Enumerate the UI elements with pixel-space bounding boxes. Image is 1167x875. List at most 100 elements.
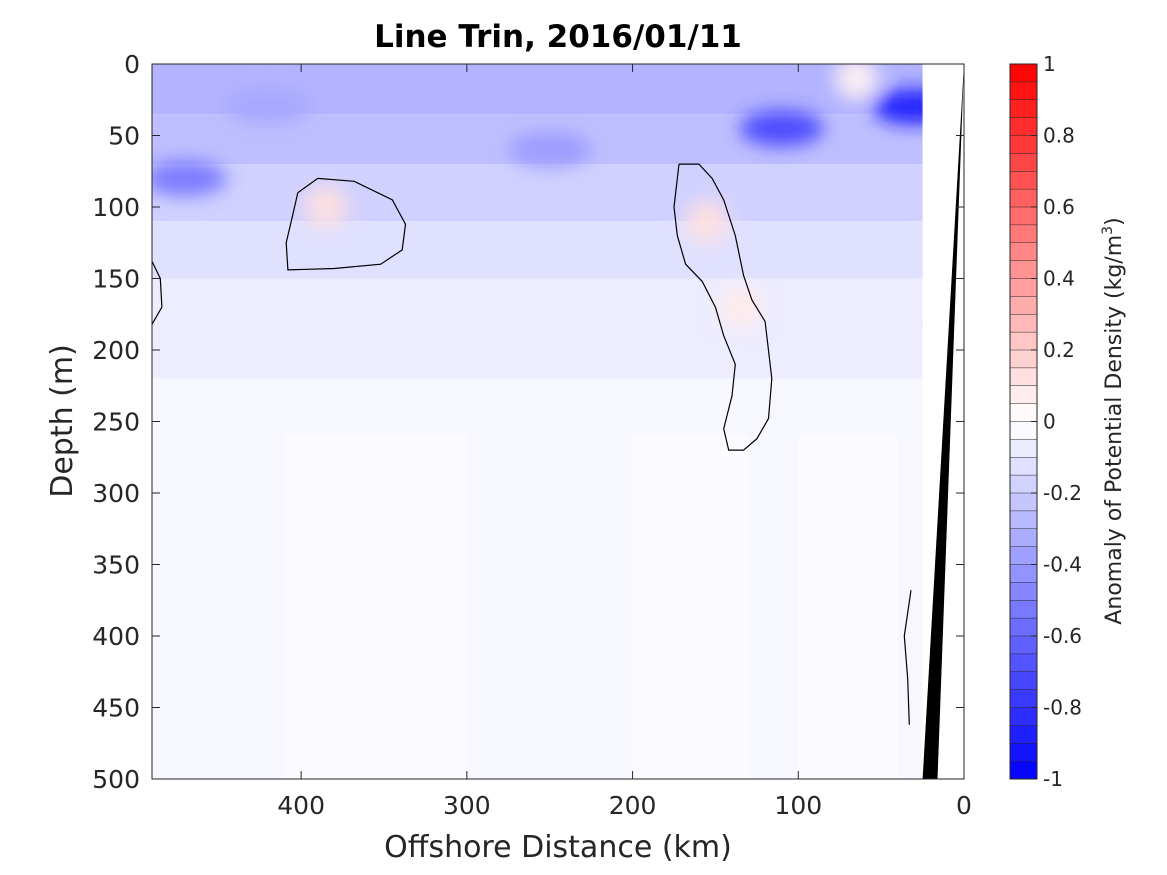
- x-tick-label: 100: [774, 791, 822, 820]
- colorbar-level: [1010, 81, 1037, 101]
- colorbar-tick-label: 0.6: [1043, 195, 1075, 219]
- field-band-2: [152, 164, 931, 222]
- x-axis: 400 300 200 100 0: [277, 64, 972, 820]
- colorbar-level: [1010, 242, 1037, 261]
- anomaly-feature-8: [834, 64, 879, 101]
- colorbar-level: [1010, 314, 1037, 333]
- field-light-column-0: [284, 435, 467, 779]
- colorbar-level: [1010, 761, 1037, 780]
- colorbar-tick-label: -0.8: [1043, 696, 1082, 720]
- anomaly-field: [152, 64, 931, 779]
- colorbar-level: [1010, 153, 1037, 172]
- colorbar-level: [1010, 546, 1037, 565]
- y-axis: 0 50 100 150 200 250 300 350 400 450 500: [92, 50, 964, 794]
- y-tick-label: 250: [92, 408, 140, 437]
- colorbar-tick-label: 1: [1043, 52, 1056, 76]
- colorbar-level: [1010, 189, 1037, 208]
- colorbar-tick-label: 0.4: [1043, 267, 1075, 291]
- colorbar: 1 0.8 0.6 0.4 0.2 0 -0.2 -0.4 -0.6 -0.8 -1: [1009, 52, 1082, 791]
- field-band-3: [152, 221, 931, 279]
- colorbar-level: [1010, 653, 1037, 673]
- colorbar-level: [1010, 117, 1037, 136]
- zero-contour-1: [673, 163, 773, 451]
- y-tick-label: 450: [92, 694, 140, 723]
- y-tick-label: 100: [92, 193, 140, 222]
- colorbar-level: [1010, 725, 1037, 744]
- colorbar-level: [1010, 493, 1037, 512]
- colorbar-level: [1010, 332, 1037, 351]
- bathymetry-shelf: [922, 64, 964, 779]
- x-tick-label: 200: [609, 791, 657, 820]
- y-tick-label: 0: [124, 50, 140, 79]
- colorbar-level: [1010, 510, 1037, 530]
- y-tick-label: 500: [92, 765, 140, 794]
- zero-contour-2: [152, 261, 163, 325]
- colorbar-tick-label: 0.2: [1043, 338, 1075, 362]
- colorbar-level: [1010, 296, 1037, 315]
- field-band-4: [152, 278, 931, 379]
- y-tick-label: 350: [92, 551, 140, 580]
- colorbar-tick-label: -0.4: [1043, 553, 1082, 577]
- anomaly-features: [152, 64, 957, 330]
- colorbar-level: [1010, 171, 1037, 190]
- y-tick-label: 200: [92, 336, 140, 365]
- colorbar-level: [1010, 618, 1037, 637]
- anomaly-feature-0: [152, 160, 228, 197]
- x-tick-label: 0: [956, 791, 972, 820]
- colorbar-label: Anomaly of Potential Density (kg/m3): [1100, 217, 1127, 624]
- colorbar-level: [1010, 671, 1037, 690]
- colorbar-level: [1010, 224, 1037, 244]
- colorbar-tick-label: -0.6: [1043, 624, 1082, 648]
- colorbar-level: [1010, 689, 1037, 708]
- colorbar-level: [1010, 207, 1037, 226]
- x-tick-label: 300: [443, 791, 491, 820]
- x-axis-label: Offshore Distance (km): [384, 830, 732, 865]
- x-tick-label: 400: [277, 791, 325, 820]
- colorbar-level: [1010, 385, 1037, 404]
- colorbar-tick-label: 0.8: [1043, 124, 1075, 148]
- zero-contour-0: [285, 177, 407, 271]
- colorbar-label-suffix: ): [1102, 217, 1127, 226]
- y-axis-label: Depth (m): [45, 344, 80, 498]
- colorbar-tick-label: 0: [1043, 410, 1056, 434]
- y-tick-label: 50: [108, 122, 140, 151]
- colorbar-level: [1010, 636, 1037, 655]
- anomaly-feature-2: [507, 131, 592, 168]
- colorbar-level: [1010, 99, 1037, 118]
- colorbar-level: [1010, 528, 1037, 547]
- colorbar-label-main: Anomaly of Potential Density (kg/m: [1102, 235, 1127, 625]
- colorbar-level: [1010, 350, 1037, 369]
- colorbar-level: [1010, 475, 1037, 494]
- colorbar-level: [1010, 260, 1037, 279]
- colorbar-level: [1010, 439, 1037, 458]
- y-tick-label: 150: [92, 265, 140, 294]
- zero-contour-3: [903, 590, 912, 725]
- colorbar-level: [1010, 64, 1037, 83]
- colorbar-level: [1010, 367, 1037, 387]
- colorbar-level: [1010, 582, 1037, 601]
- colorbar-level: [1010, 743, 1037, 762]
- anomaly-feature-3: [739, 110, 824, 147]
- colorbar-level: [1010, 403, 1037, 422]
- colorbar-level: [1010, 457, 1037, 476]
- y-tick-label: 300: [92, 479, 140, 508]
- chart-title: Line Trin, 2016/01/11: [374, 19, 742, 55]
- colorbar-tick-label: -1: [1043, 767, 1063, 791]
- colorbar-tick-label: -0.2: [1043, 481, 1082, 505]
- anomaly-feature-5: [304, 185, 348, 229]
- field-light-column-1: [632, 435, 749, 779]
- colorbar-level: [1010, 564, 1037, 583]
- colorbar-level: [1010, 707, 1037, 726]
- anomaly-feature-6: [685, 199, 730, 244]
- anomaly-feature-7: [718, 285, 763, 330]
- y-tick-label: 400: [92, 622, 140, 651]
- colorbar-level: [1010, 600, 1037, 619]
- colorbar-level: [1010, 135, 1037, 154]
- colorbar-level: [1010, 421, 1037, 440]
- anomaly-feature-1: [226, 88, 310, 125]
- plot-area: [152, 64, 964, 779]
- colorbar-level: [1010, 278, 1037, 297]
- field-light-column-2: [798, 435, 898, 779]
- colorbar-label-superscript: 3: [1100, 226, 1116, 235]
